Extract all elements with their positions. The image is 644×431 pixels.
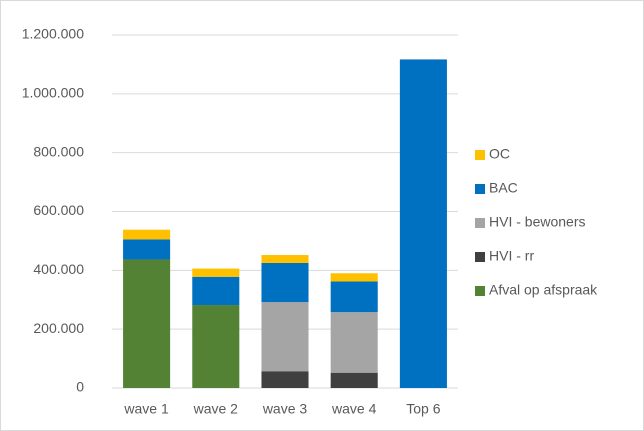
bar-segment bbox=[192, 268, 240, 277]
legend-label: Afval op afspraak bbox=[489, 282, 598, 298]
bar-segment bbox=[192, 276, 240, 306]
legend-swatch bbox=[475, 286, 485, 296]
bar-segment bbox=[330, 372, 378, 388]
bar-segment bbox=[123, 259, 171, 388]
x-tick-label: wave 1 bbox=[123, 401, 169, 417]
bar-segment bbox=[261, 371, 309, 388]
y-tick-label: 400.000 bbox=[33, 261, 84, 277]
x-tick-label: wave 3 bbox=[262, 401, 308, 417]
legend-swatch bbox=[475, 184, 485, 194]
bar-segment bbox=[330, 281, 378, 313]
legend-label: HVI - bewoners bbox=[489, 214, 585, 230]
bar-segment bbox=[192, 305, 240, 388]
x-tick-label: Top 6 bbox=[406, 401, 440, 417]
bar-segment bbox=[330, 312, 378, 373]
legend-swatch bbox=[475, 218, 485, 228]
legend-swatch bbox=[475, 150, 485, 160]
legend-label: HVI - rr bbox=[489, 248, 534, 264]
bar-segment bbox=[261, 262, 309, 303]
bar-segment bbox=[123, 239, 171, 260]
bar-segment bbox=[330, 273, 378, 282]
y-tick-label: 1.000.000 bbox=[22, 85, 84, 101]
legend-swatch bbox=[475, 252, 485, 262]
y-tick-label: 800.000 bbox=[33, 143, 84, 159]
y-tick-label: 0 bbox=[76, 379, 84, 395]
bar-segment bbox=[123, 229, 171, 240]
x-tick-label: wave 4 bbox=[331, 401, 377, 417]
bar-segment bbox=[399, 59, 447, 388]
bar-segment bbox=[261, 302, 309, 372]
x-tick-label: wave 2 bbox=[193, 401, 239, 417]
y-tick-label: 1.200.000 bbox=[22, 26, 84, 42]
legend-label: BAC bbox=[489, 180, 518, 196]
bar-segment bbox=[261, 255, 309, 263]
y-tick-label: 200.000 bbox=[33, 320, 84, 336]
y-tick-label: 600.000 bbox=[33, 202, 84, 218]
legend-label: OC bbox=[489, 146, 510, 162]
